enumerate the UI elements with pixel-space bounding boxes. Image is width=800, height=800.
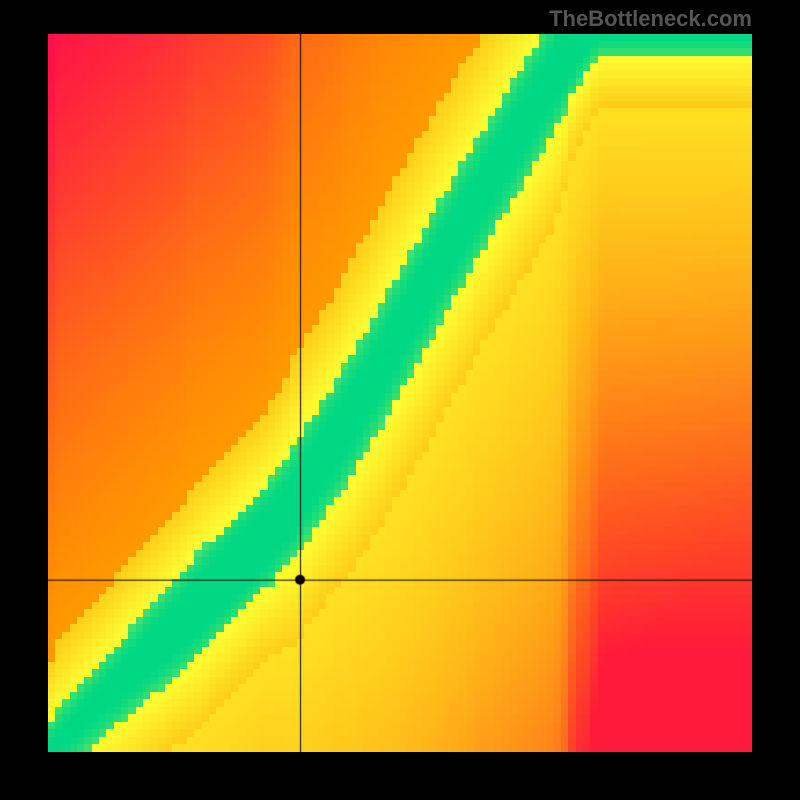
watermark-text: TheBottleneck.com bbox=[549, 6, 752, 32]
chart-container: TheBottleneck.com bbox=[0, 0, 800, 800]
bottleneck-heatmap bbox=[48, 34, 752, 752]
